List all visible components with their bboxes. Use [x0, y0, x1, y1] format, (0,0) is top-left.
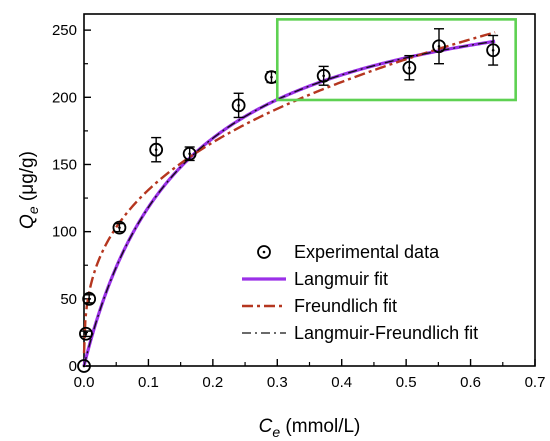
x-tick-label: 0.2	[202, 374, 223, 391]
y-axis-var: Q	[17, 214, 38, 229]
x-tick-label: 0.1	[138, 374, 159, 391]
highlight-box	[275, 18, 517, 102]
y-axis-sub: e	[25, 206, 41, 214]
data-point-center	[84, 332, 88, 336]
x-tick-label: 0.4	[331, 374, 352, 391]
x-tick-label: 0.3	[267, 374, 288, 391]
data-point	[79, 326, 93, 341]
legend-label: Langmuir-Freundlich fit	[294, 323, 478, 343]
data-point	[231, 98, 246, 113]
y-axis-label: Qe (μg/g)	[17, 151, 41, 229]
data-point-center	[491, 48, 495, 52]
data-point-center	[270, 75, 273, 79]
data-point	[486, 43, 501, 58]
x-axis-sub: e	[272, 424, 280, 440]
legend-label: Freundlich fit	[294, 296, 397, 316]
data-point	[432, 39, 446, 54]
legend-label: Experimental data	[294, 242, 440, 262]
data-point-center	[437, 44, 441, 48]
y-tick-label: 250	[52, 22, 77, 39]
y-tick-label: 200	[52, 89, 77, 106]
fit-curve-freundlich-1	[82, 31, 496, 354]
legend-marker	[257, 245, 271, 259]
data-point-center	[322, 74, 325, 78]
legend-label: Langmuir fit	[294, 269, 388, 289]
y-tick-label: 150	[52, 156, 77, 173]
x-tick-label: 0.0	[74, 374, 95, 391]
x-axis-unit: (mmol/L)	[280, 416, 360, 437]
x-axis-label: Ce (mmol/L)	[259, 416, 361, 440]
data-point	[112, 220, 127, 235]
data-point	[149, 142, 164, 157]
x-tick-label: 0.7	[525, 374, 546, 391]
data-point	[182, 146, 197, 161]
x-axis-var: C	[259, 416, 273, 437]
data-point-center	[87, 297, 91, 301]
legend-marker-center	[262, 250, 266, 254]
data-point	[77, 359, 91, 373]
data-point-center	[408, 66, 411, 70]
data-point	[316, 68, 331, 83]
data-point	[82, 291, 97, 306]
y-tick-label: 0	[69, 358, 77, 375]
fit-curve-langmuir-2	[83, 40, 496, 367]
data-point-center	[237, 104, 240, 107]
x-tick-label: 0.6	[460, 374, 481, 391]
y-tick-label: 50	[60, 291, 77, 308]
data-point-center	[82, 364, 86, 368]
data-point-center	[188, 152, 191, 156]
y-tick-label: 100	[52, 224, 77, 241]
x-tick-label: 0.5	[396, 374, 417, 391]
data-point-center	[154, 148, 158, 151]
data-point-center	[118, 226, 121, 229]
y-axis-unit: (μg/g)	[17, 151, 38, 206]
fit-curve-langmuir-0	[82, 39, 496, 367]
data-point	[402, 60, 417, 75]
